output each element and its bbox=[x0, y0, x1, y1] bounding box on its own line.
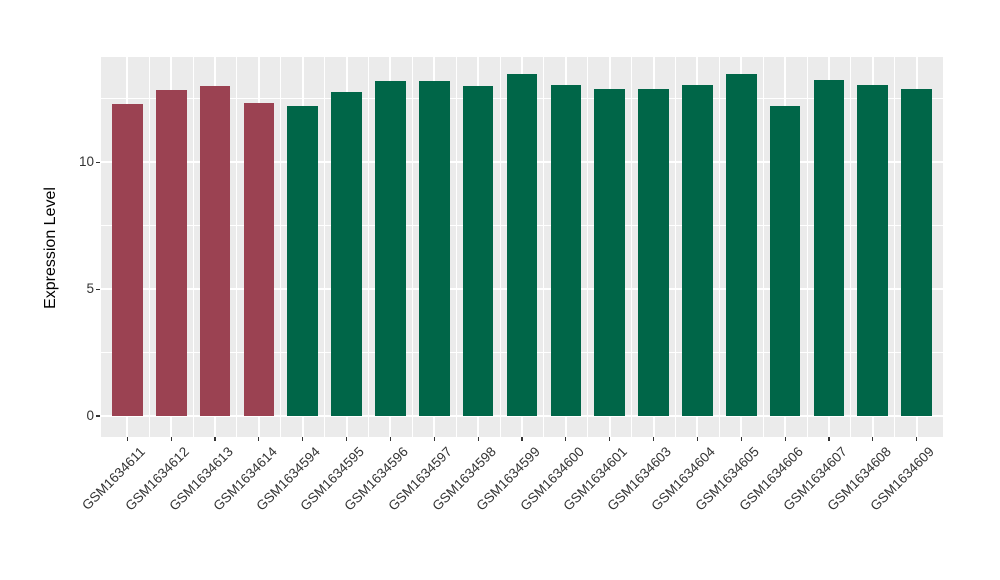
x-tick-mark bbox=[345, 437, 348, 441]
x-tick-mark bbox=[477, 437, 479, 441]
x-minor-gridline bbox=[236, 57, 238, 437]
x-minor-gridline bbox=[631, 57, 633, 437]
bar-GSM1634604 bbox=[682, 85, 713, 416]
bar-GSM1634601 bbox=[594, 89, 626, 416]
bar-GSM1634612 bbox=[155, 89, 187, 416]
x-tick-mark bbox=[696, 437, 698, 441]
bar-GSM1634603 bbox=[638, 88, 669, 416]
x-tick-mark bbox=[828, 437, 830, 441]
x-tick-mark bbox=[170, 437, 172, 441]
x-tick-mark bbox=[433, 437, 435, 441]
bar-GSM1634599 bbox=[506, 73, 538, 416]
x-tick-mark bbox=[302, 437, 304, 441]
x-tick-mark bbox=[652, 437, 655, 441]
x-tick-mark bbox=[916, 437, 918, 441]
bar-GSM1634606 bbox=[769, 105, 801, 416]
x-minor-gridline bbox=[280, 57, 282, 437]
bar-GSM1634607 bbox=[813, 80, 845, 416]
y-tick-mark bbox=[96, 415, 100, 417]
bar-GSM1634597 bbox=[418, 80, 450, 416]
x-tick-mark bbox=[214, 437, 216, 441]
x-tick-mark bbox=[521, 437, 523, 441]
bar-GSM1634605 bbox=[725, 73, 757, 416]
bar-GSM1634600 bbox=[550, 84, 582, 416]
x-minor-gridline bbox=[455, 57, 457, 437]
bar-GSM1634595 bbox=[331, 92, 362, 416]
x-minor-gridline bbox=[368, 57, 369, 437]
x-tick-mark bbox=[872, 437, 874, 441]
bar-GSM1634609 bbox=[901, 88, 933, 416]
bar-GSM1634613 bbox=[199, 86, 231, 416]
y-tick-mark bbox=[96, 288, 100, 290]
x-minor-gridline bbox=[324, 57, 326, 437]
x-minor-gridline bbox=[850, 57, 852, 437]
bar-GSM1634611 bbox=[111, 104, 143, 416]
plot-panel bbox=[101, 57, 943, 437]
y-tick-label: 10 bbox=[78, 154, 94, 170]
x-tick-mark bbox=[565, 437, 567, 441]
x-tick-mark bbox=[126, 437, 128, 441]
x-tick-mark bbox=[784, 437, 786, 441]
y-axis-title: Expression Level bbox=[42, 187, 59, 309]
bar-GSM1634596 bbox=[375, 81, 406, 416]
x-minor-gridline bbox=[411, 57, 413, 437]
x-minor-gridline bbox=[192, 57, 194, 437]
y-tick-label: 5 bbox=[86, 281, 94, 297]
bar-GSM1634598 bbox=[462, 86, 494, 416]
x-tick-mark bbox=[389, 437, 392, 441]
x-minor-gridline bbox=[148, 57, 150, 437]
x-minor-gridline bbox=[674, 57, 676, 437]
x-minor-gridline bbox=[587, 57, 589, 437]
bar-GSM1634614 bbox=[243, 103, 275, 416]
bar-GSM1634594 bbox=[287, 105, 319, 416]
x-minor-gridline bbox=[543, 57, 545, 437]
x-minor-gridline bbox=[499, 57, 501, 437]
x-tick-mark bbox=[740, 437, 742, 441]
x-minor-gridline bbox=[762, 57, 764, 437]
x-tick-mark bbox=[609, 437, 611, 441]
bar-GSM1634608 bbox=[857, 84, 889, 416]
x-minor-gridline bbox=[894, 57, 896, 437]
x-tick-mark bbox=[258, 437, 260, 441]
y-tick-mark bbox=[96, 161, 100, 163]
x-minor-gridline bbox=[718, 57, 720, 437]
x-minor-gridline bbox=[806, 57, 808, 437]
y-tick-label: 0 bbox=[86, 408, 94, 423]
